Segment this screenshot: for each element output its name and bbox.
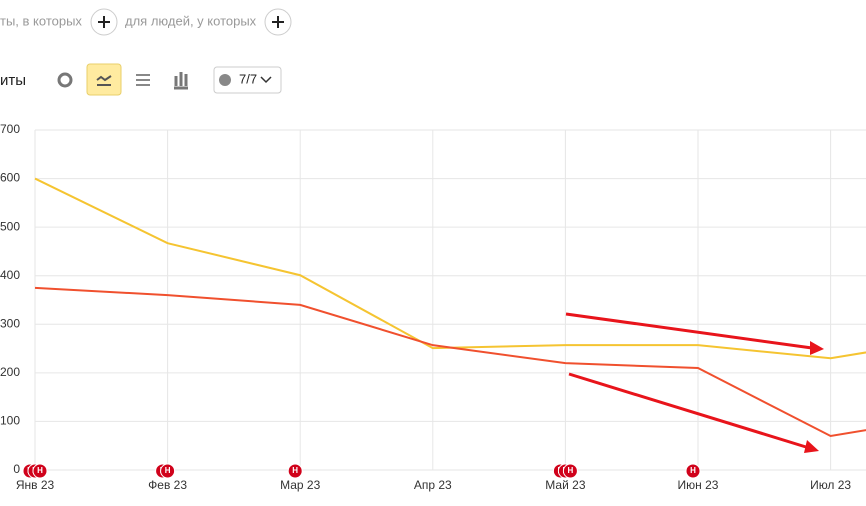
- x-tick-label: Май 23: [545, 478, 586, 492]
- y-tick-label: 500: [0, 219, 20, 233]
- x-tick-label: Янв 23: [16, 478, 55, 492]
- add-condition-button[interactable]: [264, 8, 292, 36]
- y-tick-label: 700: [0, 122, 20, 136]
- x-tick-label: Фев 23: [148, 478, 187, 492]
- note-marker: [160, 463, 176, 479]
- note-label: Н: [165, 466, 171, 475]
- x-tick-label: Июн 23: [678, 478, 719, 492]
- metric-label: иты: [0, 72, 26, 89]
- y-tick-label: 300: [0, 316, 20, 330]
- pie-chart-button[interactable]: [57, 72, 73, 88]
- bar-chart-button[interactable]: [174, 72, 188, 90]
- y-tick-label: 600: [0, 171, 20, 185]
- note-marker: [32, 463, 48, 479]
- note-label: Н: [568, 466, 574, 475]
- series-line: [34, 286, 866, 438]
- notes-dropdown[interactable]: [213, 66, 282, 94]
- add-condition-button[interactable]: [90, 8, 118, 36]
- y-tick-label: 400: [0, 268, 20, 282]
- note-label: Н: [690, 466, 696, 475]
- y-tick-label: 0: [13, 462, 20, 476]
- series-line: [34, 177, 866, 360]
- notes-counter: 7/7: [239, 71, 257, 86]
- x-tick-label: Апр 23: [414, 478, 452, 492]
- x-tick-label: Мар 23: [280, 478, 320, 492]
- area-chart-button[interactable]: [136, 74, 150, 86]
- plot: 0 100 200 300 400 500 600 700 Янв 23 Фев 23 Мар 23…: [0, 122, 866, 492]
- y-tick-label: 100: [0, 414, 20, 428]
- segment-text: для людей, у которых: [125, 13, 257, 28]
- line-chart-button[interactable]: [86, 63, 122, 96]
- note-label: Н: [292, 466, 298, 475]
- x-tick-label: Июл 23: [810, 478, 851, 492]
- note-marker: [685, 463, 701, 479]
- segment-text: ты, в которых: [0, 13, 82, 28]
- y-tick-label: 200: [0, 365, 20, 379]
- drawn-arrow: [565, 312, 824, 453]
- note-marker: [562, 463, 578, 479]
- note-marker: [287, 463, 303, 479]
- note-label: Н: [37, 466, 43, 475]
